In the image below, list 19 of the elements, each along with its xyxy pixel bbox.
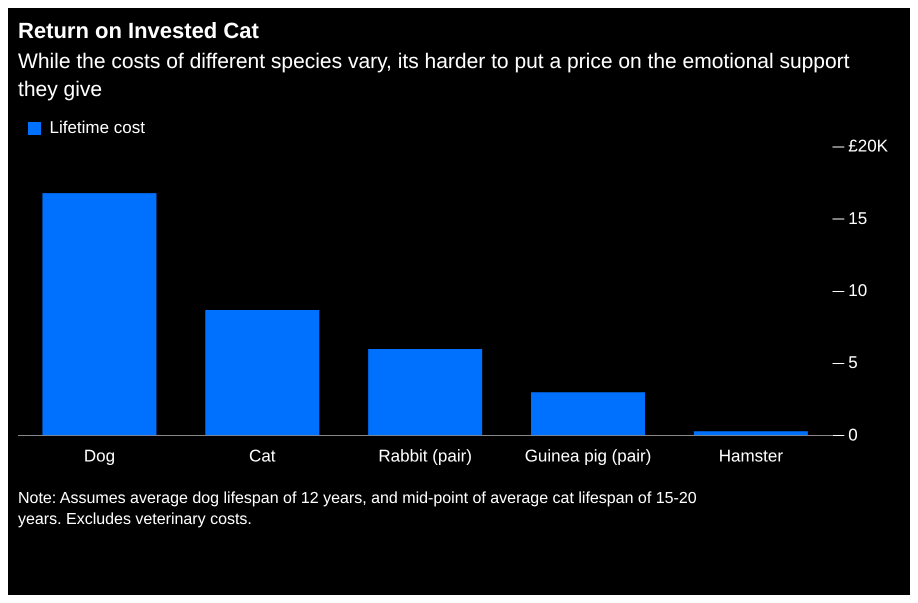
bar [42,193,156,436]
x-tick-label: Cat [249,446,276,466]
y-tick-label: 0 [848,425,858,444]
y-tick-label: £20K [848,136,889,156]
bar [531,392,646,436]
text: Note: Assumes average dog lifespan of 12 years, and mid-point of average cat lifespan of 15-20 years. Excludes veterinary costs. [18,489,698,530]
bar [368,349,482,436]
chart-title: Return on Invested Cat [18,18,260,44]
legend-label: Lifetime cost [50,118,146,138]
chart-subtitle: While the costs of different species vary, its harder to put a price on the emotional support they give [18,49,850,103]
y-tick-label: 5 [848,353,858,372]
y-tick-label: 10 [848,280,868,300]
x-tick-label: Rabbit (pair) [378,446,472,466]
bar [205,310,320,436]
y-tick-label: 15 [848,208,868,228]
x-tick-label: Dog [84,446,116,466]
x-tick-label: Hamster [718,446,784,466]
x-tick-label: Guinea pig (pair) [524,446,652,466]
bar [694,431,808,436]
